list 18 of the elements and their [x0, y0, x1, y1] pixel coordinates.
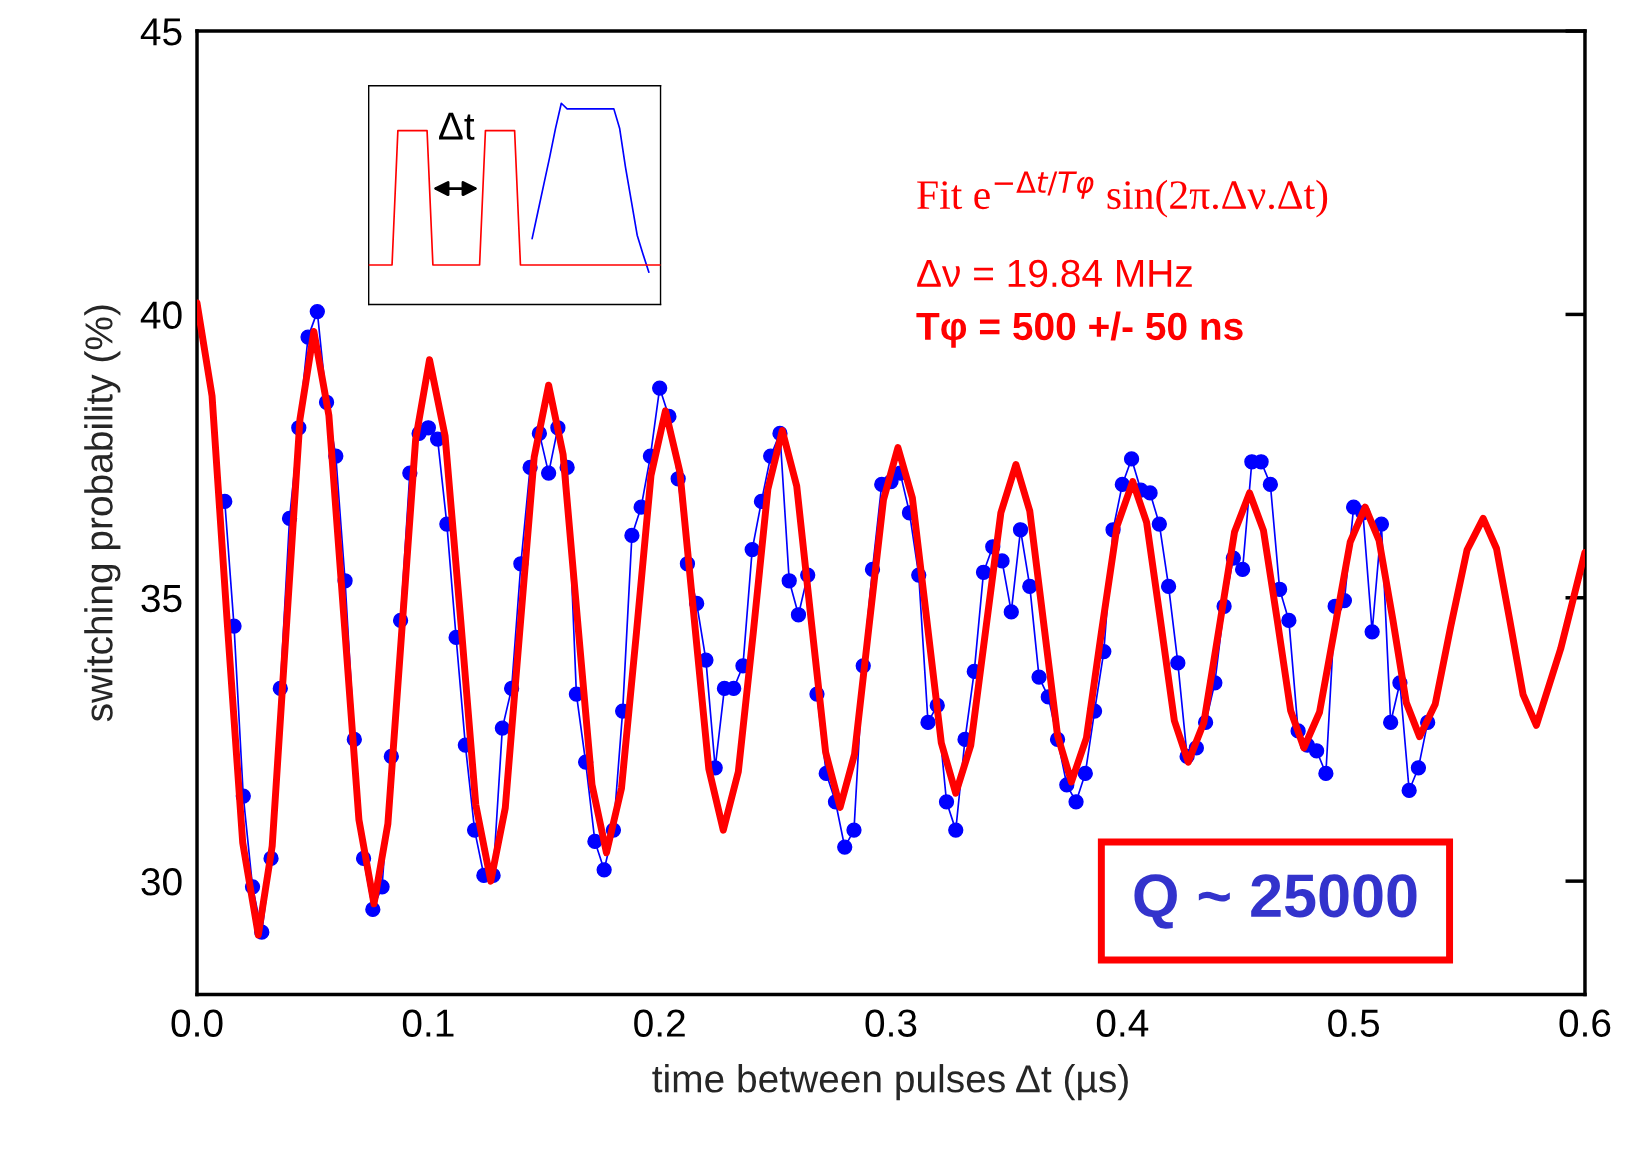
y-axis-title: switching probability (%): [84, 305, 121, 722]
x-tick-label: 0.2: [634, 1009, 685, 1037]
y-tick-label: 40: [140, 301, 182, 329]
x-tick-label: 0.0: [171, 1009, 223, 1037]
x-axis-title: time between pulses Δt (µs): [652, 1064, 1128, 1101]
x-tick-label: 0.5: [1328, 1009, 1380, 1037]
annotation: Q ~ 25000: [1134, 874, 1417, 929]
x-tick-label: 0.4: [1096, 1009, 1149, 1037]
y-tick-label: 35: [141, 584, 182, 613]
y-tick-label: 45: [140, 18, 182, 46]
annotation: Δt: [439, 112, 475, 140]
annotation: Fit e$^{−Δt/Tφ}$ sin(2π.Δν.Δt): [917, 171, 1328, 218]
annotation: Δν = 19.84 MHz: [917, 259, 1192, 288]
x-tick-label: 0.1: [402, 1009, 454, 1037]
x-tick-label: 0.6: [1559, 1009, 1611, 1037]
x-tick-label: 0.3: [865, 1009, 917, 1037]
y-tick-label: 30: [141, 868, 182, 896]
annotation: Tφ = 500 +/- 50 ns: [916, 311, 1243, 348]
